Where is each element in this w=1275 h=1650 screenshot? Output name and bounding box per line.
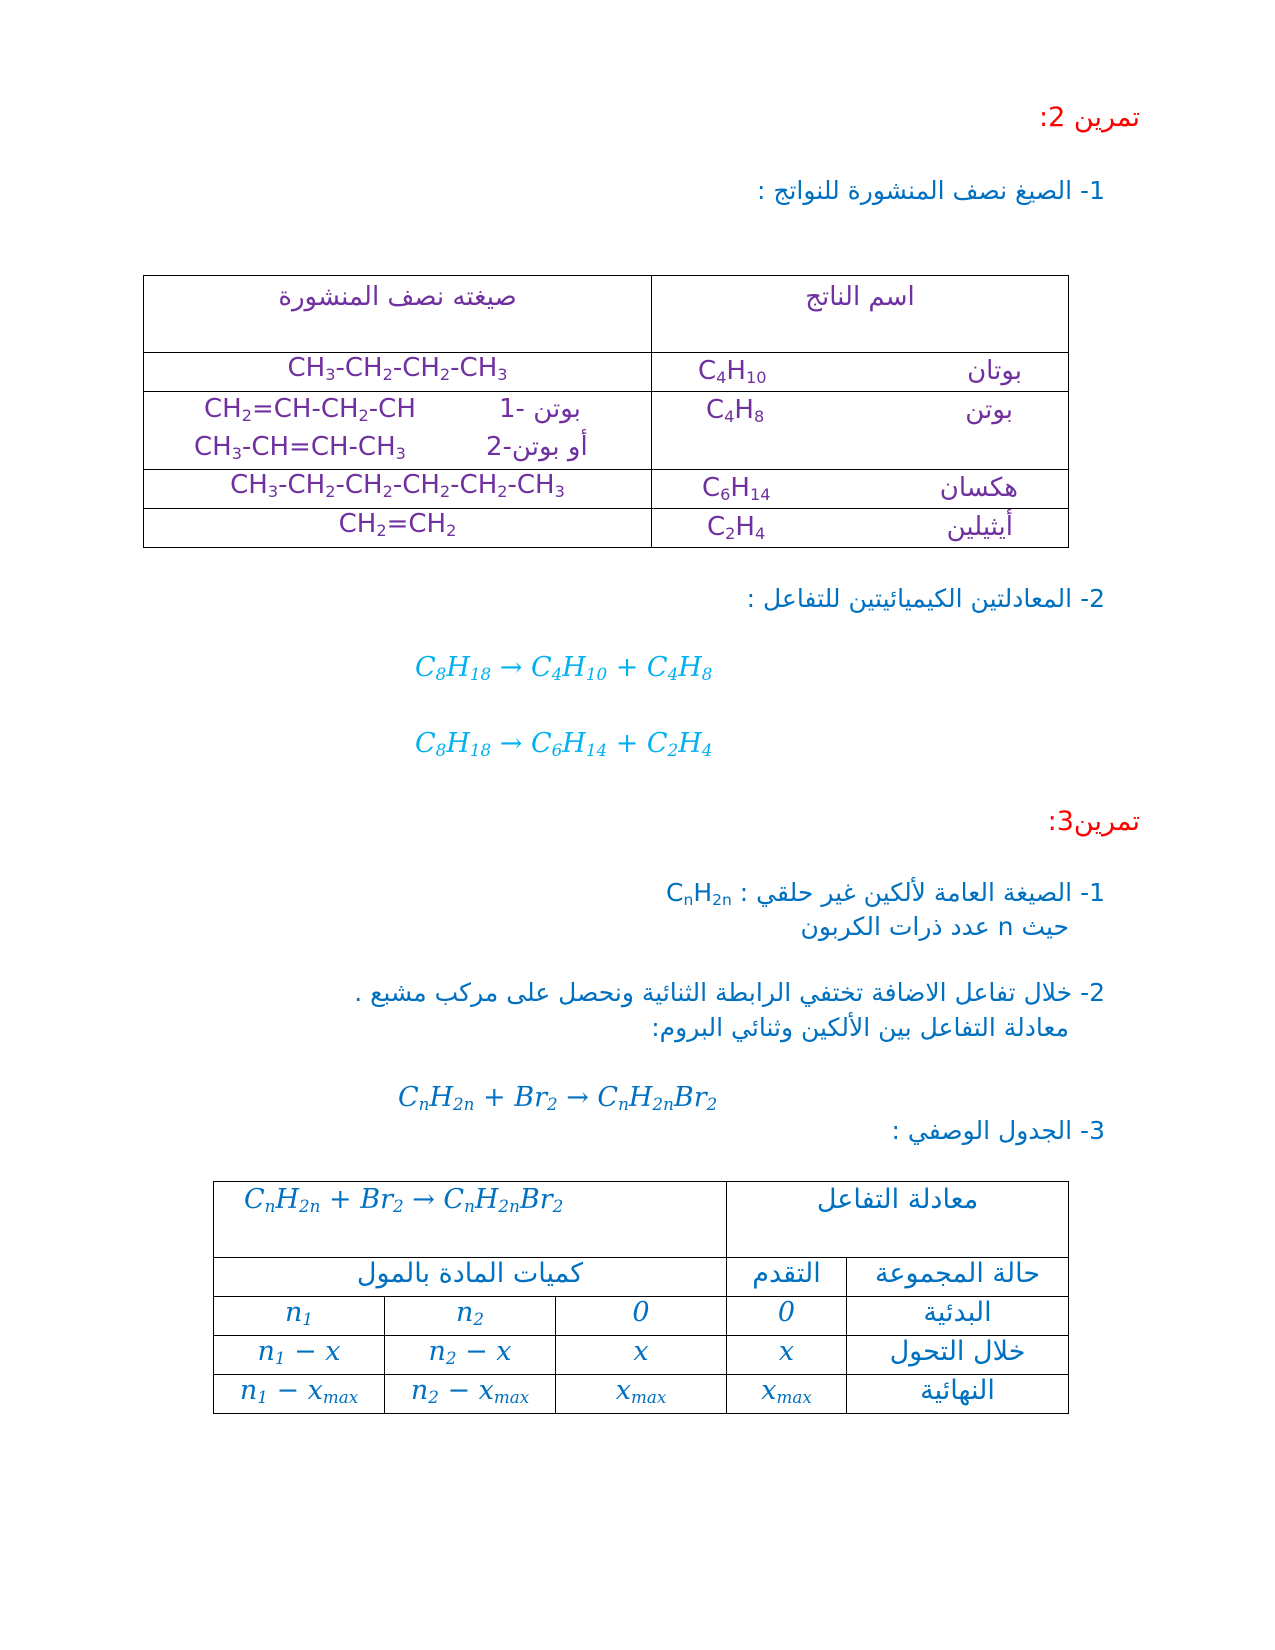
header-product-name: اسم الناتج xyxy=(651,275,1069,353)
amount-bromine: n2 xyxy=(384,1296,556,1336)
amount-alkene: n1 xyxy=(213,1296,385,1336)
molecular-formula: C4H10 xyxy=(698,356,767,388)
semi-formula: CH2=CH2 xyxy=(338,509,457,541)
table-row: n1 − x n2 − x x x خلال التحول xyxy=(213,1335,1069,1375)
products-table: صيغته نصف المنشورة اسم الناتج CH3-CH2-CH… xyxy=(143,275,1069,548)
bromination-equation: CnH2n + Br2 → CnH2nBr2 xyxy=(398,1082,718,1115)
molecular-formula: C4H8 xyxy=(706,395,765,427)
progress-table: CnH2n + Br2 → CnH2nBr2 معادلة التفاعل كم… xyxy=(213,1181,1069,1414)
header-semi-formula: صيغته نصف المنشورة xyxy=(143,275,652,353)
general-formula: CnH2n xyxy=(666,878,732,909)
product-name: بوتان xyxy=(967,356,1022,386)
state-name: النهائية xyxy=(846,1374,1069,1414)
ex3-question-1: 1- الصيغة العامة لألكين غير حلقي : CnH2n xyxy=(666,878,1105,909)
table-equation: CnH2n + Br2 → CnH2nBr2 xyxy=(244,1184,564,1217)
amount-bromine: n2 − x xyxy=(384,1335,556,1375)
ex2-question-1: 1- الصيغ نصف المنشورة للنواتج : xyxy=(756,176,1105,205)
progress-label: التقدم xyxy=(726,1257,847,1297)
ex3-question-3: 3- الجدول الوصفي : xyxy=(891,1116,1105,1145)
molecular-formula: C6H14 xyxy=(702,473,771,505)
amount-alkene: n1 − xmax xyxy=(213,1374,385,1414)
q1-text: 1- الصيغة العامة لألكين غير حلقي : xyxy=(739,878,1105,907)
state-name: خلال التحول xyxy=(846,1335,1069,1375)
table-row: n1 n2 0 0 البدئية xyxy=(213,1296,1069,1336)
table-row: n1 − xmax n2 − xmax xmax xmax النهائية xyxy=(213,1374,1069,1414)
amount-product: xmax xyxy=(555,1374,727,1414)
progress-value: x xyxy=(726,1335,847,1375)
product-name: هكسان xyxy=(939,473,1018,503)
equation-1: C8H18 → C4H10 + C4H8 xyxy=(415,652,713,685)
isomer-label: بوتن -1 xyxy=(499,394,581,424)
exercise-3-title: تمرين3: xyxy=(1047,806,1140,837)
ex2-question-2: 2- المعادلتين الكيميائيتين للتفاعل : xyxy=(746,584,1105,613)
table-row: CH2=CH-CH2-CH بوتن -1 CH3-CH=CH-CH3 أو ب… xyxy=(143,391,1069,470)
semi-formula: CH2=CH-CH2-CH xyxy=(204,394,416,426)
equation-2: C8H18 → C6H14 + C2H4 xyxy=(415,728,713,761)
state-label: حالة المجموعة xyxy=(846,1257,1069,1297)
amounts-label: كميات المادة بالمول xyxy=(213,1257,727,1297)
ex3-question-2: 2- خلال تفاعل الاضافة تختفي الرابطة الثن… xyxy=(354,978,1105,1007)
semi-formula: CH3-CH=CH-CH3 xyxy=(194,432,406,464)
equation-label: معادلة التفاعل xyxy=(726,1181,1069,1258)
amount-alkene: n1 − x xyxy=(213,1335,385,1375)
state-name: البدئية xyxy=(846,1296,1069,1336)
molecular-formula: C2H4 xyxy=(707,512,766,544)
progress-value: 0 xyxy=(726,1296,847,1336)
product-name: أيثيلين xyxy=(946,512,1013,542)
product-name: بوتن xyxy=(965,395,1013,425)
amount-product: x xyxy=(555,1335,727,1375)
table-row: CH3-CH2-CH2-CH3 C4H10 بوتان xyxy=(143,352,1069,392)
table-row: CH2=CH2 C2H4 أيثيلين xyxy=(143,508,1069,548)
isomer-label: أو بوتن-2 xyxy=(486,432,588,462)
amount-product: 0 xyxy=(555,1296,727,1336)
amount-bromine: n2 − xmax xyxy=(384,1374,556,1414)
semi-formula: CH3-CH2-CH2-CH2-CH2-CH3 xyxy=(230,470,565,502)
table-row: CH3-CH2-CH2-CH2-CH2-CH3 C6H14 هكسان xyxy=(143,469,1069,509)
ex3-question-1-note: حيث n عدد ذرات الكربون xyxy=(800,912,1069,941)
exercise-2-title: تمرين 2: xyxy=(1039,102,1140,133)
progress-value: xmax xyxy=(726,1374,847,1414)
semi-formula: CH3-CH2-CH2-CH3 xyxy=(287,353,508,385)
ex3-question-2-note: معادلة التفاعل بين الألكين وثنائي البروم… xyxy=(651,1013,1069,1042)
